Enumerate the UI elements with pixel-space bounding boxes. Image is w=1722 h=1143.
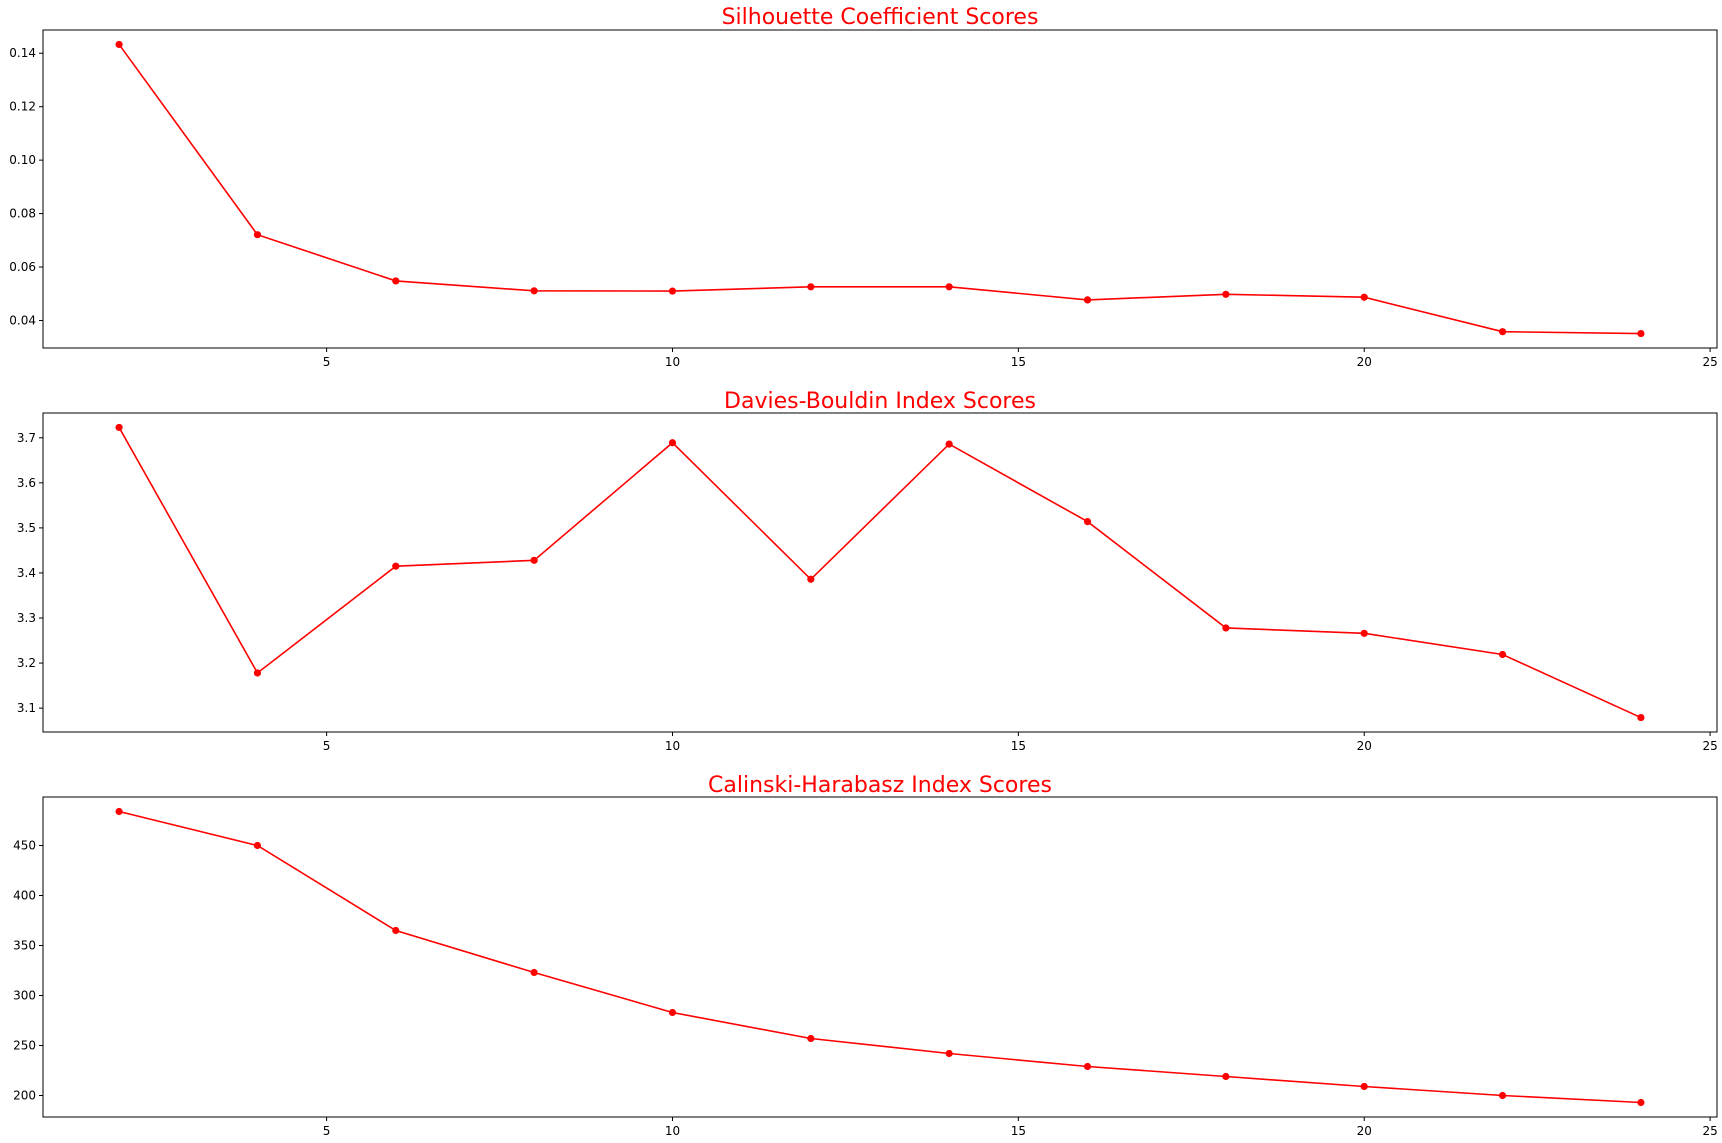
x-tick-label: 25 — [1702, 355, 1717, 369]
data-point — [1637, 329, 1645, 338]
data-point — [807, 283, 815, 291]
data-point — [1498, 650, 1507, 659]
data-point — [253, 841, 262, 850]
y-tick-label: 400 — [13, 889, 36, 903]
y-tick-label: 3.5 — [17, 521, 36, 535]
x-tick-label: 10 — [665, 355, 680, 369]
y-tick-label: 3.1 — [17, 701, 36, 715]
y-axis: 0.04 0.06 0.08 0.10 0.12 0.14 — [9, 46, 43, 327]
data-point — [1222, 290, 1230, 298]
y-tick-label: 0.14 — [9, 46, 36, 60]
data-point — [392, 562, 400, 570]
data-point — [253, 669, 262, 677]
data-point — [530, 287, 538, 295]
y-tick-label: 450 — [13, 839, 36, 853]
data-point — [253, 231, 262, 239]
x-tick-label: 15 — [1011, 355, 1026, 369]
x-axis: 5 10 15 20 25 — [323, 732, 1718, 753]
data-point — [1222, 1072, 1230, 1081]
series-line — [118, 427, 1642, 719]
x-tick-label: 20 — [1357, 355, 1372, 369]
y-tick-label: 3.7 — [17, 431, 36, 445]
y-tick-label: 0.06 — [9, 260, 36, 274]
davies-bouldin-chart: Davies-Bouldin Index Scores 5 10 15 20 25 3.… — [17, 389, 1718, 753]
data-point — [392, 926, 400, 935]
data-point — [945, 283, 953, 291]
data-point — [1360, 1082, 1368, 1091]
x-tick-label: 15 — [1011, 1124, 1026, 1138]
data-point — [530, 968, 538, 977]
data-point — [1637, 713, 1645, 722]
y-tick-label: 350 — [13, 939, 36, 953]
y-axis: 3.1 3.2 3.3 3.4 3.5 3.6 3.7 — [17, 431, 43, 715]
x-axis: 5 10 15 20 25 — [323, 1117, 1718, 1138]
data-point — [115, 40, 123, 49]
x-tick-label: 5 — [323, 355, 331, 369]
x-axis: 5 10 15 20 25 — [323, 348, 1718, 369]
data-point — [392, 277, 400, 285]
data-point — [115, 807, 123, 816]
y-tick-label: 3.4 — [17, 566, 36, 580]
chart-title: Silhouette Coefficient Scores — [722, 5, 1039, 30]
x-tick-label: 5 — [323, 1124, 331, 1138]
y-tick-label: 0.08 — [9, 207, 36, 221]
chart-title: Davies-Bouldin Index Scores — [724, 389, 1036, 414]
x-tick-label: 10 — [665, 739, 680, 753]
axes-frame — [42, 29, 1718, 349]
data-point — [1498, 328, 1507, 336]
data-point — [530, 556, 538, 564]
data-point — [1360, 629, 1368, 637]
data-point — [668, 287, 677, 295]
data-point — [1637, 1098, 1645, 1107]
calinski-harabasz-chart: Calinski-Harabasz Index Scores 5 10 15 20 25… — [13, 773, 1718, 1138]
series-line — [118, 810, 1641, 1104]
chart-title: Calinski-Harabasz Index Scores — [708, 773, 1052, 798]
y-axis: 200 250 300 350 400 450 — [13, 839, 43, 1103]
y-tick-label: 0.10 — [9, 153, 36, 167]
y-tick-label: 0.04 — [9, 313, 36, 327]
y-tick-label: 3.2 — [17, 656, 36, 670]
data-point — [1083, 1062, 1092, 1071]
x-tick-label: 10 — [665, 1124, 680, 1138]
y-tick-label: 300 — [13, 989, 36, 1003]
data-point — [668, 439, 677, 447]
y-tick-label: 0.12 — [9, 100, 36, 114]
data-point — [1083, 517, 1092, 526]
data-point — [115, 423, 123, 432]
data-point — [945, 1049, 953, 1058]
data-point — [945, 440, 953, 448]
axes-frame — [42, 796, 1718, 1118]
data-point — [807, 1034, 815, 1043]
y-tick-label: 250 — [13, 1039, 36, 1053]
x-tick-label: 25 — [1702, 1124, 1717, 1138]
x-tick-label: 20 — [1357, 739, 1372, 753]
x-tick-label: 20 — [1357, 1124, 1372, 1138]
y-tick-label: 200 — [13, 1089, 36, 1103]
data-point — [668, 1008, 677, 1017]
y-tick-label: 3.6 — [17, 476, 36, 490]
data-point — [1360, 293, 1368, 301]
data-point — [807, 575, 815, 583]
x-tick-label: 5 — [323, 739, 331, 753]
x-tick-label: 25 — [1702, 739, 1717, 753]
series-line — [118, 43, 1641, 335]
plot-area — [115, 807, 1645, 1107]
data-point — [1498, 1091, 1507, 1100]
plot-area — [115, 423, 1645, 722]
data-point — [1083, 296, 1092, 304]
data-point — [1222, 624, 1230, 632]
y-tick-label: 3.3 — [17, 611, 36, 625]
plot-area — [115, 40, 1645, 338]
x-tick-label: 15 — [1011, 739, 1026, 753]
silhouette-chart: Silhouette Coefficient Scores 5 10 15 20 25 … — [9, 5, 1717, 369]
